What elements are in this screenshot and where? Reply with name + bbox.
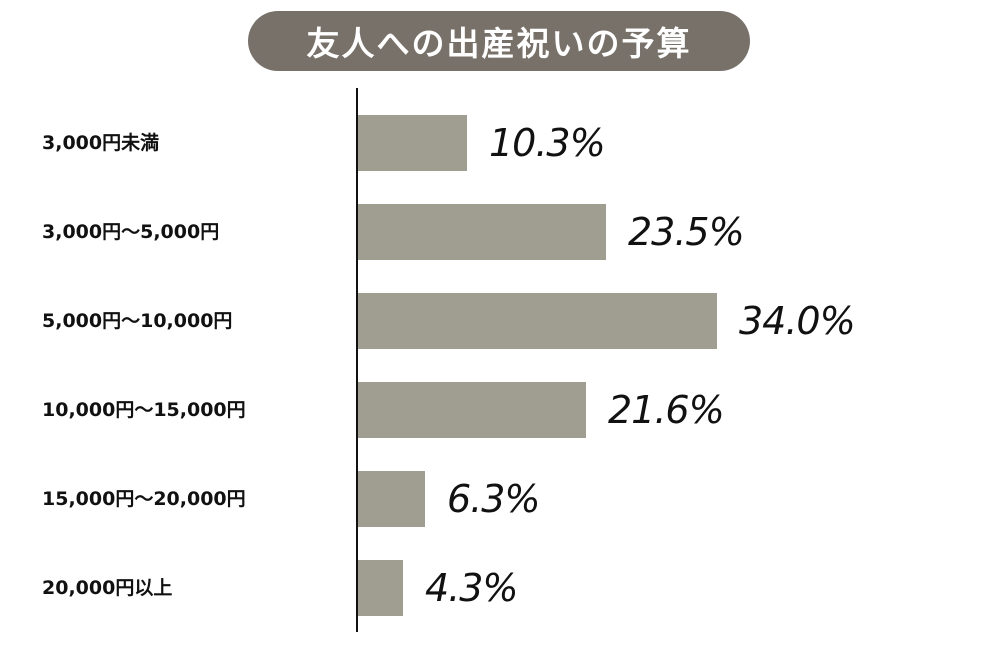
category-label: 3,000円未満	[42, 132, 160, 154]
category-label: 5,000円〜10,000円	[42, 310, 233, 332]
value-label: 10.3%	[489, 121, 606, 165]
category-label: 10,000円〜15,000円	[42, 399, 246, 421]
value-label: 6.3%	[447, 477, 541, 521]
category-label: 3,000円〜5,000円	[42, 221, 220, 243]
bar	[358, 471, 425, 527]
y-axis-line	[356, 88, 358, 632]
bar	[358, 204, 606, 260]
value-label: 4.3%	[425, 566, 519, 610]
category-label: 20,000円以上	[42, 577, 173, 599]
bar	[358, 382, 586, 438]
value-label: 34.0%	[739, 299, 856, 343]
category-label: 15,000円〜20,000円	[42, 488, 246, 510]
value-label: 21.6%	[608, 388, 725, 432]
bar	[358, 115, 467, 171]
value-label: 23.5%	[628, 210, 745, 254]
bar	[358, 560, 403, 616]
bar	[358, 293, 717, 349]
chart-title: 友人への出産祝いの予算	[248, 11, 750, 71]
